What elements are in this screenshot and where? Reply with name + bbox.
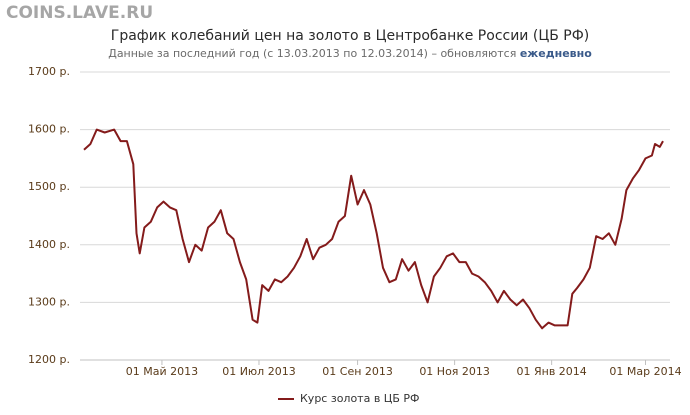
subtitle-text: Данные за последний год (с 13.03.2013 по…	[108, 47, 516, 60]
subtitle-emphasis: ежедневно	[520, 47, 592, 60]
chart-title: График колебаний цен на золото в Центроб…	[111, 28, 589, 44]
x-tick-label: 01 Май 2013	[126, 365, 198, 378]
data-line	[83, 128, 664, 330]
x-tick-label: 01 Ноя 2013	[419, 365, 490, 378]
y-tick-label: 1200 р.	[28, 353, 70, 366]
x-tick-label: 01 Янв 2014	[516, 365, 586, 378]
y-tick-label: 1500 р.	[28, 180, 70, 193]
watermark: COINS.LAVE.RU	[6, 3, 153, 23]
x-tick-label: 01 Сен 2013	[322, 365, 393, 378]
y-tick-label: 1700 р.	[28, 65, 70, 78]
legend-label: Курс золота в ЦБ РФ	[300, 392, 420, 405]
chart-subtitle: Данные за последний год (с 13.03.2013 по…	[108, 47, 592, 60]
x-tick-label: 01 Мар 2014	[609, 365, 681, 378]
y-tick-label: 1400 р.	[28, 238, 70, 251]
x-tick-label: 01 Июл 2013	[222, 365, 296, 378]
y-tick-label: 1600 р.	[28, 123, 70, 136]
y-tick-label: 1300 р.	[28, 295, 70, 308]
